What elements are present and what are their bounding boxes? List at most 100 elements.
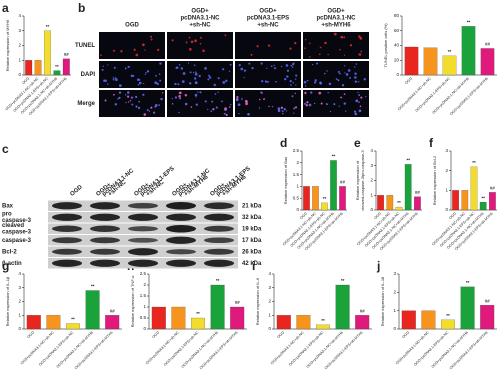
y-tick-label: 2 [296, 160, 299, 165]
cell-nucleus [284, 77, 287, 81]
bar [276, 315, 291, 330]
cell-nucleus [337, 70, 340, 73]
cell-nucleus [209, 76, 212, 79]
cell-nucleus [137, 83, 140, 86]
y-axis-title: Relative expression of IL-18 [380, 276, 385, 326]
x-tick-label: OGD+pcDNA3.1-NC+sh-NC [270, 330, 305, 365]
y-tick-label: 1 [18, 57, 21, 62]
bar [355, 315, 370, 330]
cell-nucleus [309, 56, 311, 58]
cell-nucleus [304, 47, 306, 49]
cell-nucleus [157, 48, 160, 51]
cell-nucleus [237, 103, 241, 107]
bar [85, 290, 100, 330]
significance-label: ** [481, 195, 485, 200]
bar [44, 30, 51, 76]
micrograph [99, 32, 165, 59]
cell-nucleus [306, 101, 309, 104]
bar [401, 310, 416, 330]
cell-nucleus [290, 84, 292, 86]
cell-nucleus [154, 81, 158, 85]
cell-nucleus [358, 94, 361, 97]
y-tick-label: 2.5 [140, 271, 147, 276]
bar [230, 306, 245, 330]
cell-nucleus [135, 53, 139, 57]
column-header: pcDNA3.1-NC [316, 16, 356, 22]
blot-band [128, 259, 158, 267]
significance-label: ## [490, 185, 496, 190]
cell-nucleus [359, 105, 362, 108]
bar [62, 58, 70, 76]
x-tick-label: OGD+pcDNA3.1-EPS+sh-NC [413, 330, 450, 367]
cell-nucleus [174, 96, 178, 99]
cell-nucleus [316, 62, 319, 65]
cell-nucleus [211, 100, 214, 103]
cell-nucleus [222, 81, 226, 84]
cell-nucleus [184, 102, 188, 106]
cell-nucleus [241, 98, 243, 100]
cell-nucleus [236, 95, 239, 99]
column-header: +sh-NC [189, 23, 211, 29]
blot-band [128, 248, 158, 256]
cell-nucleus [179, 97, 182, 100]
y-tick-label: 2 [143, 282, 146, 287]
lane-label: OGD [69, 184, 84, 198]
cell-nucleus [271, 105, 274, 108]
blot-band [52, 248, 82, 255]
blot-band [128, 226, 158, 232]
bar [404, 164, 412, 211]
y-tick-label: 2 [268, 299, 271, 304]
cell-nucleus [324, 41, 327, 45]
cell-nucleus [294, 92, 297, 95]
y-axis-title: cleaved-caspase-3/pro-caspase-3 [360, 150, 365, 211]
significance-label: ** [341, 278, 345, 283]
cell-nucleus [171, 39, 174, 42]
significance-label: ** [46, 24, 50, 29]
bar [46, 315, 61, 330]
cell-nucleus [337, 79, 340, 82]
cell-nucleus [213, 83, 216, 87]
cell-nucleus [104, 99, 107, 102]
cell-nucleus [135, 105, 138, 108]
panel-letter: e [354, 136, 361, 150]
cell-nucleus [187, 62, 190, 64]
cell-nucleus [354, 72, 357, 75]
cell-nucleus [112, 77, 115, 79]
cell-nucleus [129, 99, 132, 102]
cell-nucleus [144, 49, 146, 51]
cell-nucleus [198, 74, 201, 78]
cell-nucleus [210, 110, 213, 113]
cell-nucleus [143, 113, 147, 116]
cell-nucleus [208, 74, 211, 77]
cell-nucleus [195, 82, 198, 85]
cell-nucleus [190, 40, 194, 43]
cell-nucleus [313, 81, 317, 84]
y-tick-label: 0.5 [140, 315, 147, 320]
bar [423, 47, 438, 76]
significance-label: ** [466, 280, 470, 285]
micrograph [167, 90, 233, 117]
cell-nucleus [339, 48, 341, 51]
cell-nucleus [184, 94, 188, 97]
cell-nucleus [100, 54, 102, 57]
cell-nucleus [326, 70, 328, 72]
bar [395, 206, 403, 211]
bar [34, 60, 42, 76]
cell-nucleus [310, 91, 313, 94]
cell-nucleus [125, 101, 127, 104]
blot-band [204, 213, 234, 221]
cell-nucleus [286, 75, 289, 78]
cell-nucleus [133, 48, 136, 51]
y-axis-title: Relative expression of IL-1β [5, 276, 10, 326]
cell-nucleus [107, 83, 109, 85]
cell-nucleus [243, 76, 245, 79]
blot-band [90, 248, 120, 255]
cell-nucleus [345, 110, 347, 112]
y-axis-title: Relative expression of Bcl-2 [432, 155, 437, 205]
cell-nucleus [215, 106, 218, 109]
x-tick-label: OGD+pcDNA3.1-NC+sh-MYH6 [306, 331, 344, 369]
column-header: pcDNA3.1-NC [180, 16, 220, 22]
cell-nucleus [199, 36, 202, 39]
cell-nucleus [144, 73, 146, 76]
y-tick-label: 2.5 [293, 148, 300, 153]
